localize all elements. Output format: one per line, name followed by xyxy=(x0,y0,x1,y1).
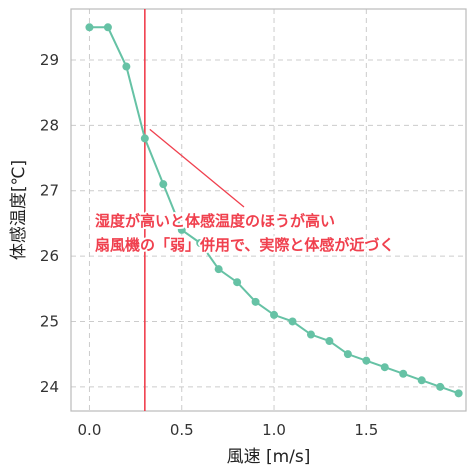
data-point xyxy=(140,134,149,143)
plot-frame xyxy=(70,8,467,412)
grid xyxy=(71,9,466,411)
annotation: 湿度が高いと体感温度のほうが高い 扇風機の「弱」併用で、実際と体感が近づく xyxy=(93,128,396,256)
x-tick-label: 0.5 xyxy=(170,421,194,439)
y-axis-ticks: 24 25 26 27 28 29 xyxy=(40,51,59,396)
data-point xyxy=(380,363,389,372)
x-tick-label: 1.0 xyxy=(262,421,286,439)
y-tick-label: 24 xyxy=(40,378,59,396)
data-point xyxy=(122,62,131,71)
annotation-arrow xyxy=(149,128,245,208)
data-point xyxy=(362,356,371,365)
data-point xyxy=(251,297,260,306)
data-point xyxy=(270,310,279,319)
y-tick-label: 25 xyxy=(40,312,59,330)
y-axis-label: 体感温度[℃] xyxy=(9,160,29,260)
x-axis-label: 風速 [m/s] xyxy=(227,447,311,467)
y-tick-label: 26 xyxy=(40,247,59,265)
x-tick-label: 1.5 xyxy=(354,421,378,439)
data-point xyxy=(177,225,186,234)
data-point xyxy=(436,382,445,391)
data-point xyxy=(159,180,168,189)
data-point xyxy=(399,369,408,378)
x-tick-label: 0.0 xyxy=(78,421,102,439)
data-point xyxy=(288,317,297,326)
data-point xyxy=(343,350,352,359)
y-tick-label: 27 xyxy=(40,182,59,200)
data-point xyxy=(196,239,205,248)
series-layer xyxy=(85,23,463,398)
y-tick-label: 28 xyxy=(40,116,59,134)
annotation-line-2: 扇風機の「弱」併用で、実際と体感が近づく xyxy=(95,236,394,254)
data-point xyxy=(233,278,242,287)
x-axis-ticks: 0.0 0.5 1.0 1.5 xyxy=(78,421,379,439)
data-point xyxy=(85,23,94,32)
data-point xyxy=(325,337,334,346)
data-point xyxy=(103,23,112,32)
data-point xyxy=(306,330,315,339)
data-point xyxy=(214,265,223,274)
data-point xyxy=(454,389,463,398)
data-point xyxy=(417,376,426,385)
annotation-line-1: 湿度が高いと体感温度のほうが高い xyxy=(95,212,335,230)
y-tick-label: 29 xyxy=(40,51,59,69)
